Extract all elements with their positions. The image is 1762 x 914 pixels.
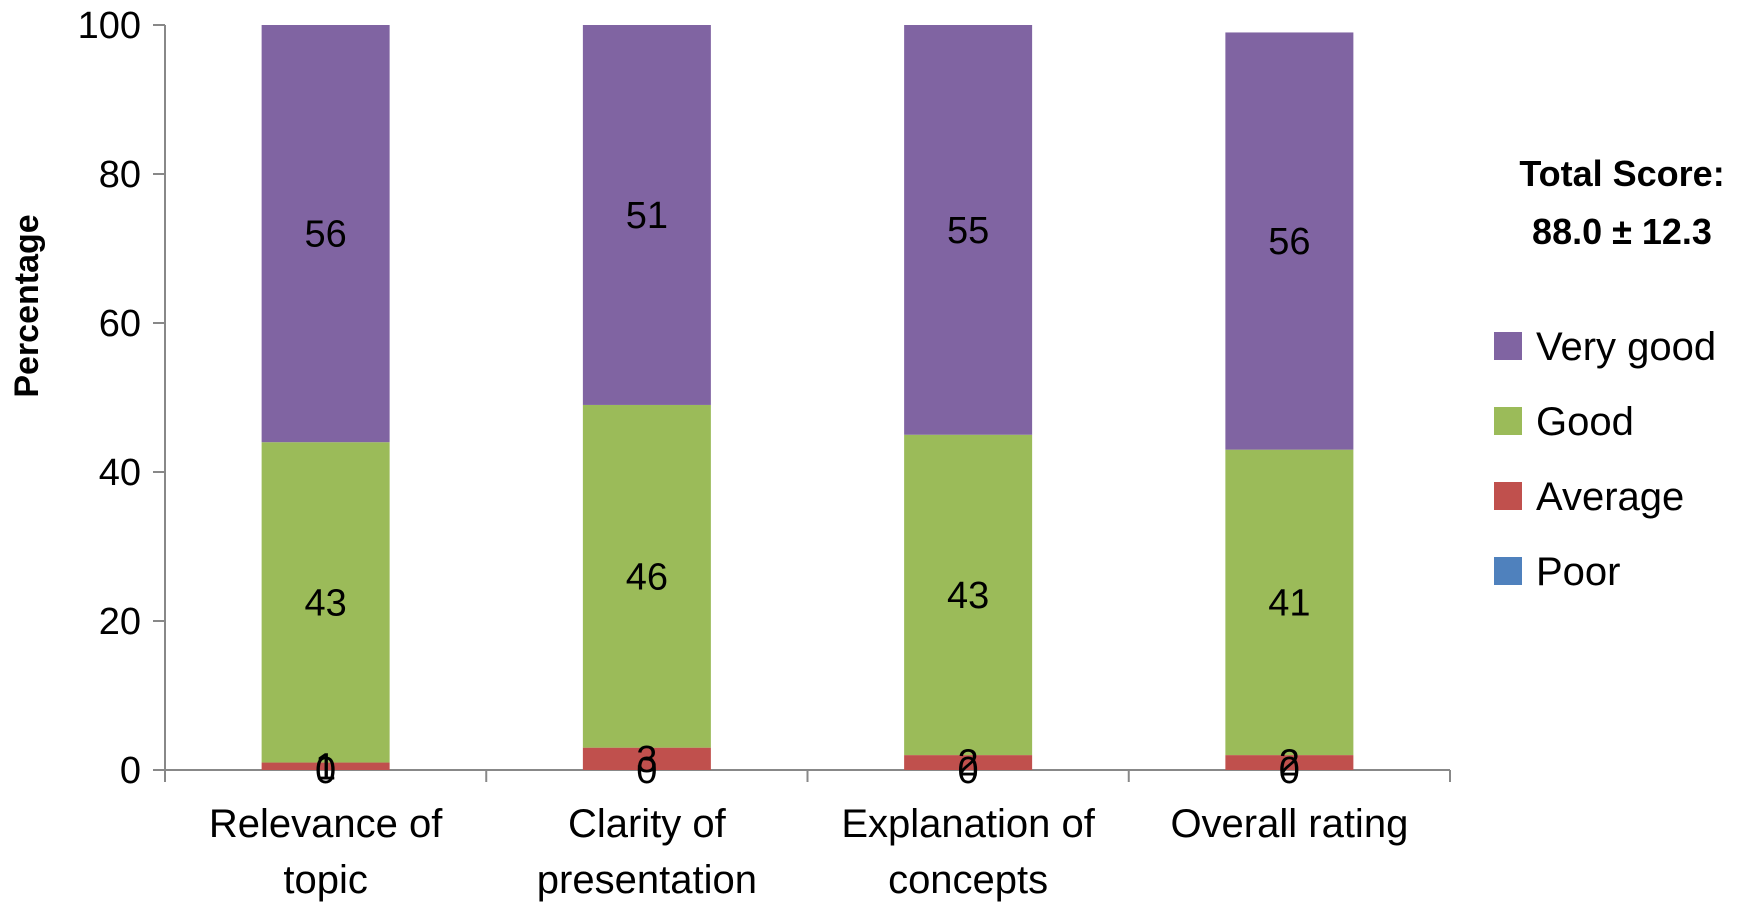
legend-swatch bbox=[1494, 407, 1522, 435]
data-label: 2 bbox=[958, 743, 979, 785]
bar-segment-very-good bbox=[261, 25, 390, 443]
data-label: 43 bbox=[304, 582, 346, 624]
data-label: 0 bbox=[636, 750, 657, 792]
legend-swatch bbox=[1494, 332, 1522, 360]
data-label: 0 bbox=[958, 750, 979, 792]
legend-swatch bbox=[1494, 482, 1522, 510]
total-score-line: 88.0 ± 12.3 bbox=[1532, 211, 1712, 252]
y-tick-label: 60 bbox=[99, 303, 141, 345]
y-tick-label: 40 bbox=[99, 452, 141, 494]
legend-label: Poor bbox=[1536, 550, 1621, 594]
data-label: 41 bbox=[1268, 582, 1310, 624]
data-label: 56 bbox=[1268, 221, 1310, 263]
y-tick-label: 0 bbox=[120, 750, 141, 792]
category-label-line: presentation bbox=[537, 858, 757, 902]
bar-segment-good bbox=[904, 434, 1033, 756]
legend: Very good Good Average Poor bbox=[1494, 325, 1716, 594]
data-label: 46 bbox=[626, 556, 668, 598]
category-label: Clarity of presentation bbox=[537, 802, 757, 902]
category-label-line: Relevance of bbox=[209, 802, 443, 846]
y-axis-title: Percentage bbox=[8, 214, 46, 397]
bar-segment-average bbox=[582, 747, 711, 770]
bar-segment-good bbox=[261, 442, 390, 763]
bar-segment-very-good bbox=[582, 25, 711, 405]
legend-swatch bbox=[1494, 557, 1522, 585]
data-label: 1 bbox=[315, 746, 336, 788]
category-label-line: topic bbox=[283, 858, 368, 902]
y-axis: 0 20 40 60 80 100 bbox=[78, 5, 166, 792]
data-label: 55 bbox=[947, 210, 989, 252]
data-label: 0 bbox=[315, 750, 336, 792]
legend-label: Good bbox=[1536, 400, 1634, 444]
data-label: 0 bbox=[1279, 750, 1300, 792]
bar-segment-average bbox=[261, 762, 390, 770]
bar-segment-average bbox=[1225, 755, 1354, 770]
category-label-line: Overall rating bbox=[1170, 802, 1408, 846]
category-label-line: concepts bbox=[888, 858, 1048, 902]
category-label-line: Explanation of bbox=[841, 802, 1095, 846]
category-label: Explanation of concepts bbox=[841, 802, 1095, 902]
legend-label: Very good bbox=[1536, 325, 1716, 369]
data-label: 2 bbox=[1279, 743, 1300, 785]
category-label: Overall rating bbox=[1170, 802, 1408, 846]
bar-segment-average bbox=[904, 755, 1033, 770]
data-label: 3 bbox=[636, 739, 657, 781]
legend-label: Average bbox=[1536, 475, 1684, 519]
y-tick-label: 80 bbox=[99, 154, 141, 196]
y-tick-label: 20 bbox=[99, 601, 141, 643]
y-tick-label: 100 bbox=[78, 5, 141, 47]
category-label-line: Clarity of bbox=[568, 802, 727, 846]
x-axis: Relevance of topic Clarity of presentation E… bbox=[164, 769, 1451, 902]
bars bbox=[261, 25, 1354, 770]
data-label: 43 bbox=[947, 575, 989, 617]
total-score-annotation: Total Score: 88.0 ± 12.3 bbox=[1519, 153, 1724, 252]
total-score-line: Total Score: bbox=[1519, 153, 1724, 194]
bar-segment-good bbox=[582, 404, 711, 748]
bar-segment-very-good bbox=[1225, 32, 1354, 450]
bar-segment-very-good bbox=[904, 25, 1033, 435]
category-label: Relevance of topic bbox=[209, 802, 443, 902]
bar-segment-good bbox=[1225, 449, 1354, 756]
data-label: 56 bbox=[304, 214, 346, 256]
data-label: 51 bbox=[626, 195, 668, 237]
